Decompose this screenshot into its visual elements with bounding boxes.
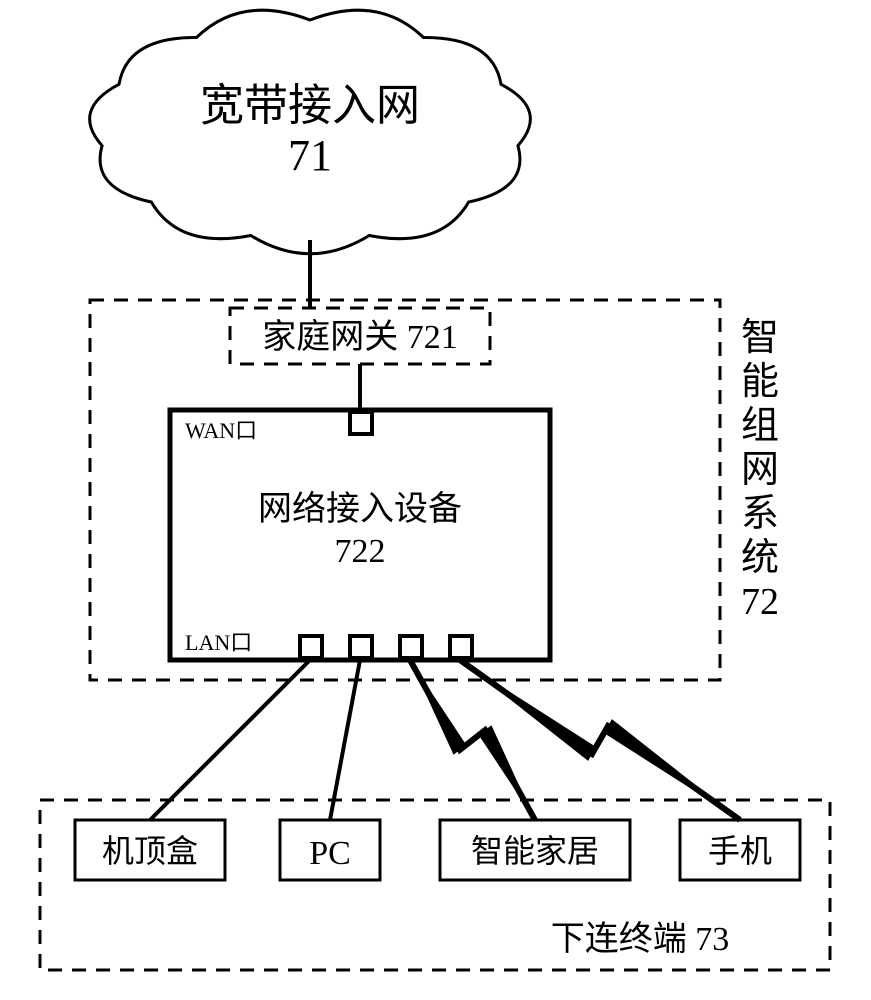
system-vlabel-char: 网 bbox=[741, 449, 779, 491]
wan-port-icon bbox=[350, 412, 372, 434]
terminal-label-smart: 智能家居 bbox=[471, 833, 599, 869]
terminal-label-stb: 机顶盒 bbox=[102, 833, 198, 869]
system-vlabel-char: 组 bbox=[741, 405, 779, 447]
system-vlabel-char: 智 bbox=[741, 317, 779, 359]
terminal-label-phone: 手机 bbox=[708, 833, 772, 869]
link-wireless-phone bbox=[460, 660, 740, 820]
link-lan-pc bbox=[330, 660, 360, 820]
network-device-label: 网络接入设备 bbox=[258, 490, 462, 528]
cloud-label: 宽带接入网 bbox=[200, 81, 420, 130]
system-box-dashed bbox=[90, 300, 720, 680]
home-gateway-label: 家庭网关 721 bbox=[262, 318, 458, 356]
link-wireless-smart bbox=[410, 660, 535, 820]
terminal-label-pc: PC bbox=[309, 835, 351, 872]
system-vlabel-num: 72 bbox=[741, 581, 779, 623]
lan-port-icon-1 bbox=[350, 636, 372, 658]
wan-port-label: WAN口 bbox=[185, 418, 257, 443]
cloud-number: 71 bbox=[288, 131, 332, 180]
lan-port-icon-0 bbox=[300, 636, 322, 658]
lan-port-icon-3 bbox=[450, 636, 472, 658]
lan-port-label: LAN口 bbox=[185, 630, 252, 655]
system-vlabel-char: 能 bbox=[741, 361, 779, 403]
network-device-number: 722 bbox=[335, 533, 386, 570]
terminals-box-label: 下连终端 73 bbox=[551, 920, 730, 958]
lan-port-icon-2 bbox=[400, 636, 422, 658]
link-lan-stb bbox=[150, 660, 310, 820]
system-vlabel-char: 系 bbox=[741, 493, 779, 535]
system-vlabel-char: 统 bbox=[741, 537, 779, 579]
